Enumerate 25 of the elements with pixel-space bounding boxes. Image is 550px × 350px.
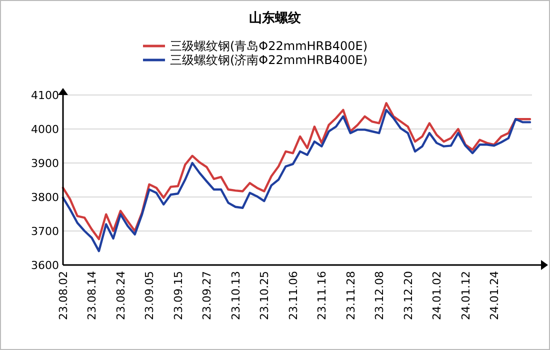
x-tick-label: 24.01.12: [459, 271, 472, 320]
x-tick-label: 23.10.13: [229, 271, 242, 320]
x-tick-label: 23.09.27: [200, 271, 214, 320]
x-tick-label: 24.01.24: [488, 271, 502, 320]
y-tick-label: 4100: [31, 89, 59, 102]
legend-label: 三级螺纹钢(济南Φ22mmHRB400E): [170, 53, 368, 67]
x-tick-label: 23.08.24: [114, 271, 128, 320]
y-tick-label: 4000: [31, 123, 59, 136]
x-tick-label: 23.08.02: [57, 271, 70, 320]
x-tick-label: 23.09.05: [143, 271, 156, 320]
x-tick-label: 23.10.25: [258, 271, 272, 320]
x-tick-label: 23.12.08: [373, 271, 386, 320]
x-tick-label: 24.01.02: [430, 271, 444, 320]
x-tick-label: 23.09.15: [172, 271, 185, 320]
x-tick-label: 23.11.06: [286, 271, 300, 320]
chart-title: 山东螺纹: [249, 10, 301, 26]
y-tick-label: 3800: [31, 191, 59, 204]
x-tick-label: 23.11.28: [344, 271, 358, 320]
y-tick-label: 3700: [31, 225, 59, 238]
y-tick-label: 3600: [31, 259, 59, 272]
legend-label: 三级螺纹钢(青岛Φ22mmHRB400E): [170, 39, 368, 53]
y-tick-label: 3900: [31, 157, 59, 170]
x-tick-label: 23.12.20: [402, 271, 415, 320]
x-tick-label: 23.11.16: [316, 271, 329, 320]
x-tick-label: 23.08.14: [86, 271, 99, 320]
